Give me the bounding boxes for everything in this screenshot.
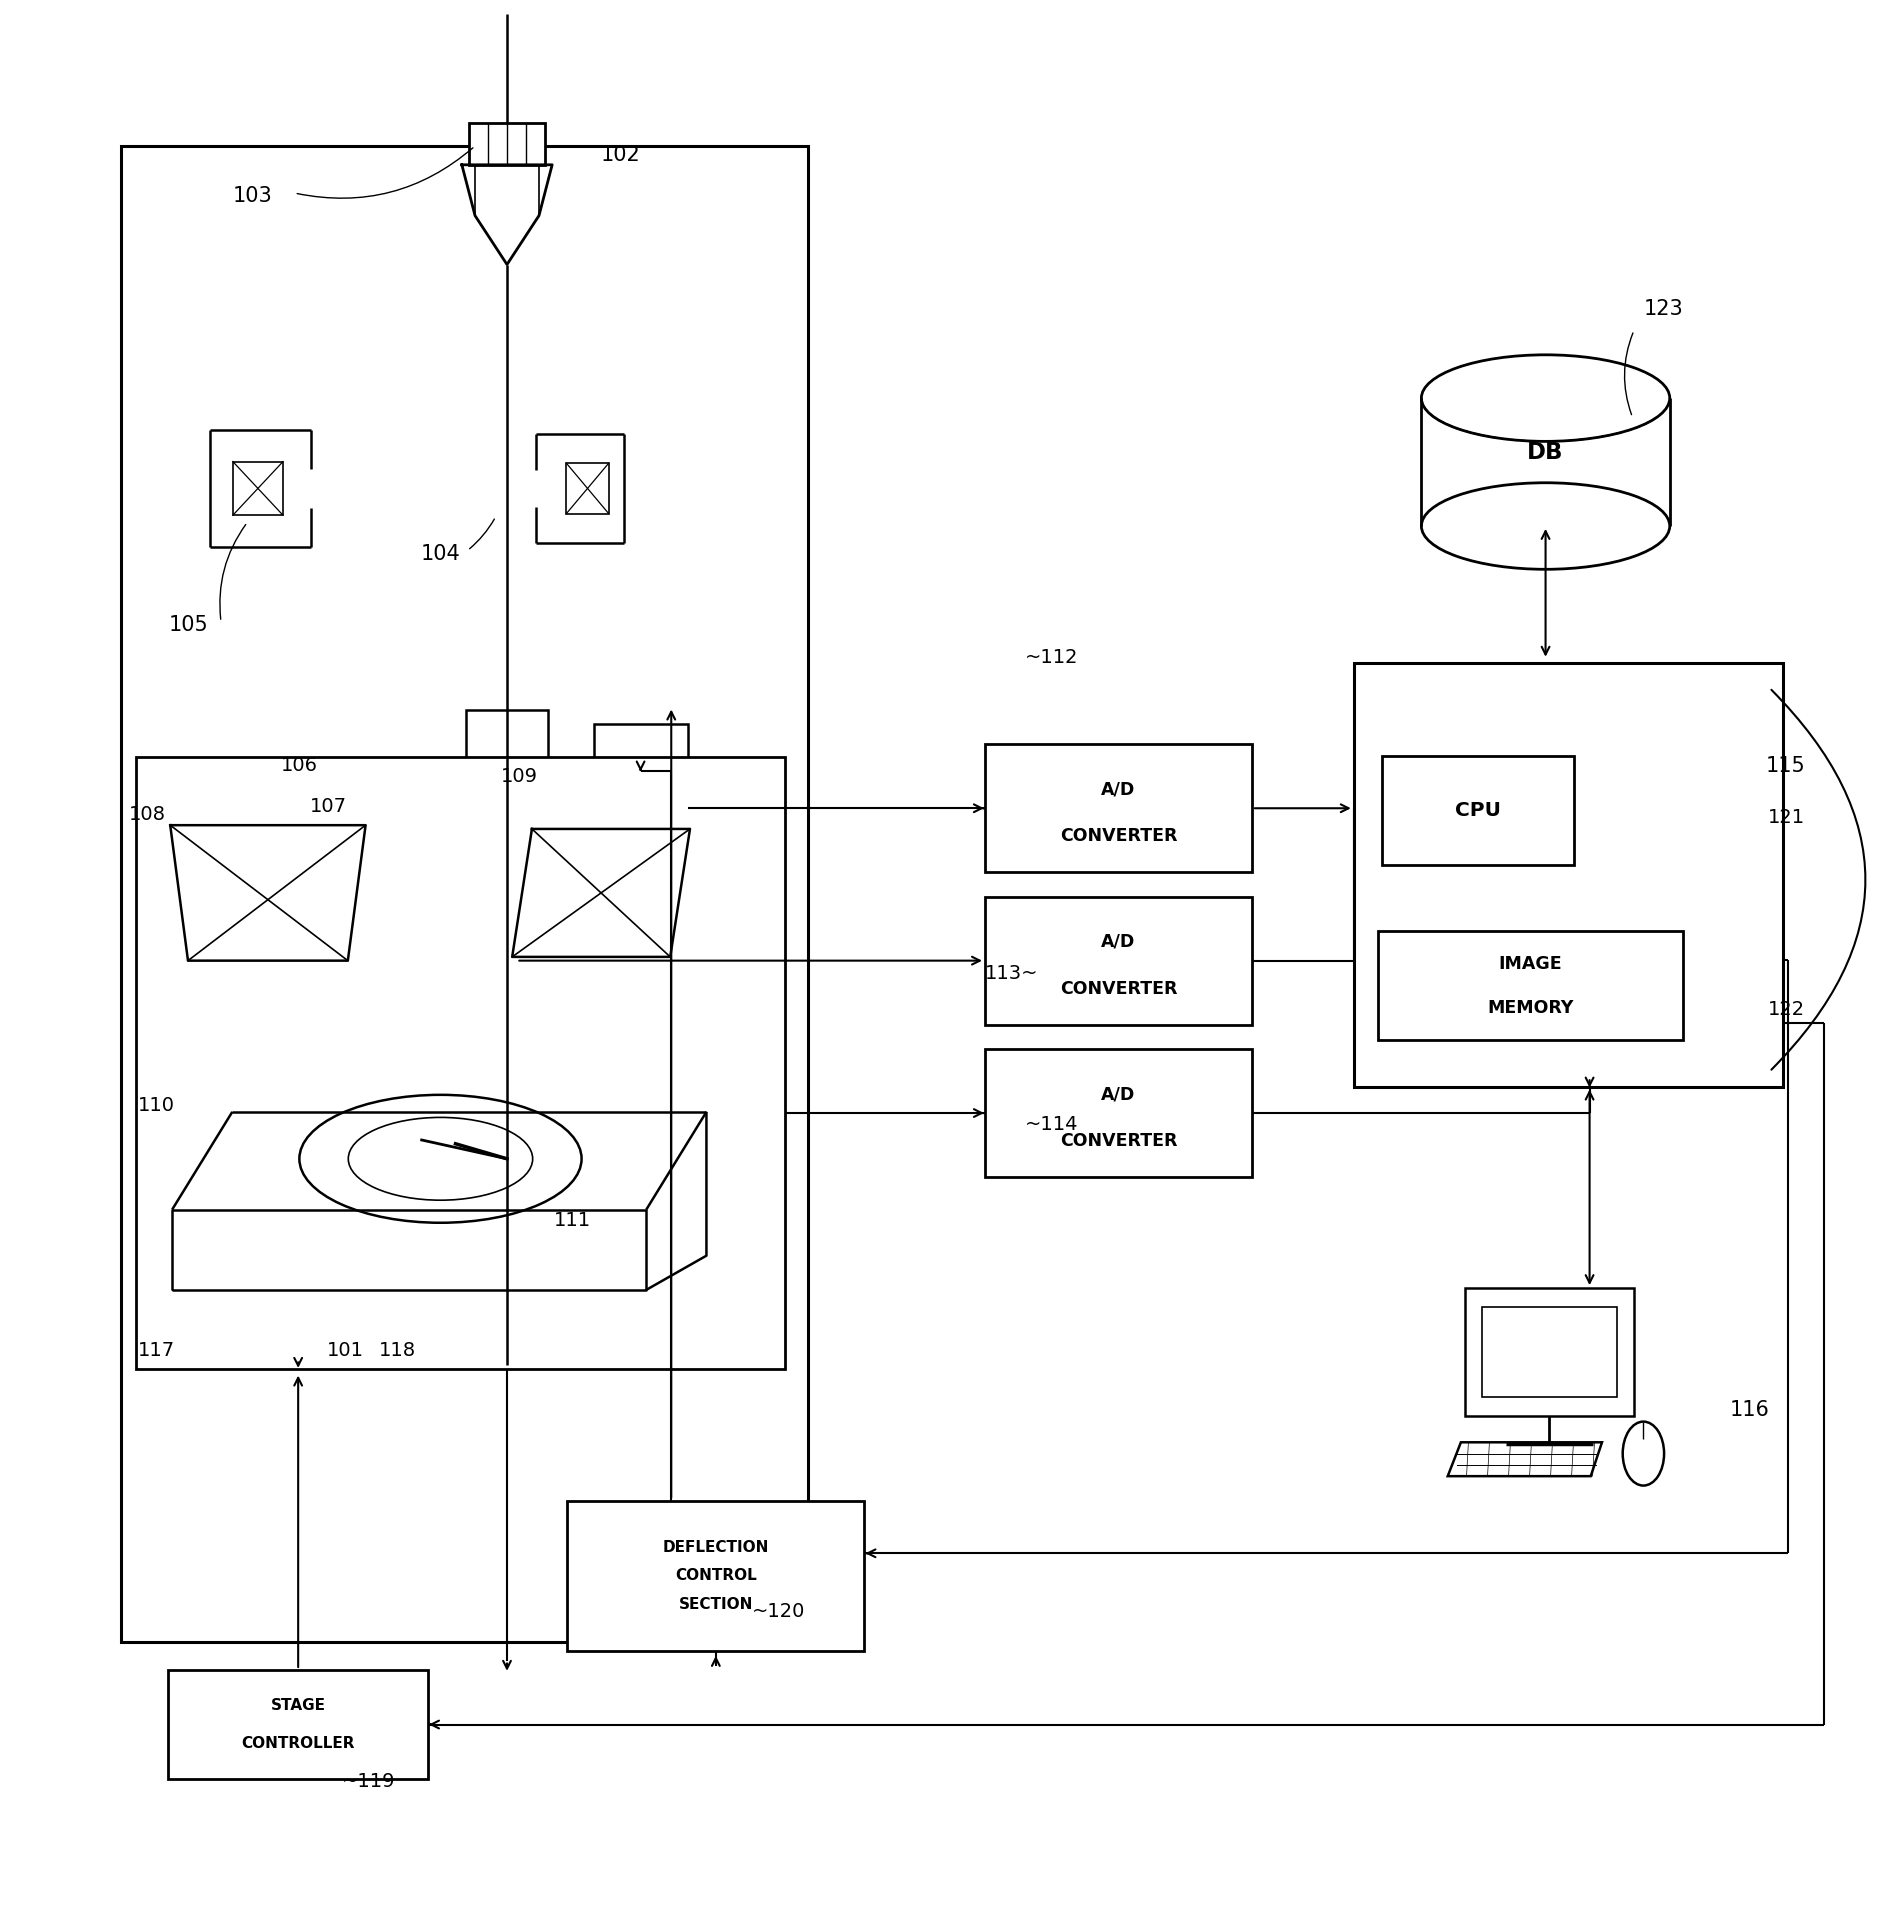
Text: SECTION: SECTION (679, 1597, 753, 1612)
Text: 106: 106 (281, 756, 319, 775)
Text: 115: 115 (1766, 756, 1806, 777)
Text: 123: 123 (1644, 300, 1683, 319)
Text: CONVERTER: CONVERTER (1060, 827, 1177, 846)
FancyBboxPatch shape (568, 1501, 864, 1650)
FancyBboxPatch shape (985, 745, 1253, 873)
Text: DB: DB (1527, 441, 1564, 464)
Text: DEFLECTION: DEFLECTION (662, 1539, 770, 1555)
FancyBboxPatch shape (1378, 930, 1683, 1039)
Text: ~119: ~119 (342, 1772, 394, 1790)
FancyBboxPatch shape (1481, 1306, 1617, 1396)
Text: 103: 103 (232, 187, 272, 206)
Text: 122: 122 (1768, 1001, 1804, 1020)
Ellipse shape (1421, 355, 1670, 441)
Text: A/D: A/D (1102, 781, 1136, 798)
FancyBboxPatch shape (594, 724, 687, 817)
Text: 110: 110 (138, 1096, 175, 1115)
Text: 105: 105 (168, 615, 208, 636)
Text: CONTROLLER: CONTROLLER (242, 1736, 355, 1751)
Text: CPU: CPU (1455, 800, 1500, 819)
Text: CONVERTER: CONVERTER (1060, 980, 1177, 997)
Text: ~114: ~114 (1025, 1115, 1077, 1135)
Text: 117: 117 (138, 1341, 175, 1360)
Text: 109: 109 (502, 768, 538, 785)
Text: A/D: A/D (1102, 932, 1136, 951)
FancyBboxPatch shape (1353, 663, 1783, 1087)
Text: 108: 108 (128, 804, 166, 823)
Text: MEMORY: MEMORY (1487, 999, 1574, 1016)
Text: 113~: 113~ (985, 965, 1038, 984)
FancyBboxPatch shape (136, 758, 785, 1369)
FancyBboxPatch shape (442, 934, 517, 980)
FancyBboxPatch shape (1464, 1287, 1634, 1415)
Ellipse shape (1421, 483, 1670, 569)
Text: 104: 104 (421, 544, 460, 563)
Text: 111: 111 (555, 1211, 591, 1230)
Ellipse shape (1623, 1421, 1664, 1486)
Text: 101: 101 (326, 1341, 364, 1360)
FancyBboxPatch shape (1381, 756, 1574, 865)
FancyBboxPatch shape (232, 462, 283, 516)
FancyBboxPatch shape (121, 145, 808, 1643)
Text: STAGE: STAGE (270, 1698, 326, 1713)
FancyBboxPatch shape (470, 124, 545, 164)
FancyBboxPatch shape (985, 896, 1253, 1024)
Text: 102: 102 (602, 145, 642, 164)
Text: 116: 116 (1730, 1400, 1770, 1419)
Text: ~120: ~120 (751, 1602, 806, 1622)
Polygon shape (1447, 1442, 1602, 1476)
Text: A/D: A/D (1102, 1085, 1136, 1104)
FancyBboxPatch shape (215, 934, 291, 980)
Text: 107: 107 (309, 796, 347, 816)
Text: 121: 121 (1768, 808, 1804, 827)
FancyBboxPatch shape (566, 464, 610, 514)
Text: CONVERTER: CONVERTER (1060, 1133, 1177, 1150)
Text: CONTROL: CONTROL (676, 1568, 757, 1583)
FancyBboxPatch shape (466, 711, 549, 816)
FancyBboxPatch shape (168, 1669, 428, 1778)
FancyBboxPatch shape (985, 1049, 1253, 1177)
Text: ~112: ~112 (1025, 647, 1077, 667)
Text: IMAGE: IMAGE (1498, 955, 1562, 974)
Text: 118: 118 (379, 1341, 417, 1360)
